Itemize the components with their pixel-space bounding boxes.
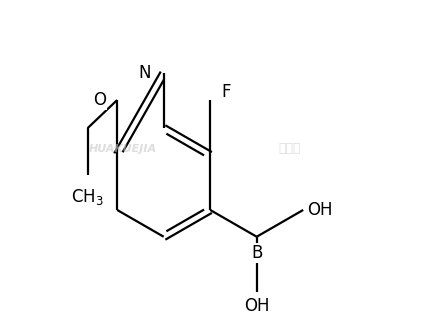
Text: OH: OH	[308, 201, 333, 219]
Text: HUAKUEJIA: HUAKUEJIA	[89, 144, 157, 154]
Text: N: N	[138, 64, 151, 82]
Text: B: B	[251, 244, 262, 262]
Text: OH: OH	[244, 297, 269, 315]
Text: 化学加: 化学加	[278, 142, 301, 156]
Text: O: O	[93, 91, 106, 109]
Text: CH$_3$: CH$_3$	[71, 188, 104, 207]
Text: F: F	[222, 83, 231, 100]
